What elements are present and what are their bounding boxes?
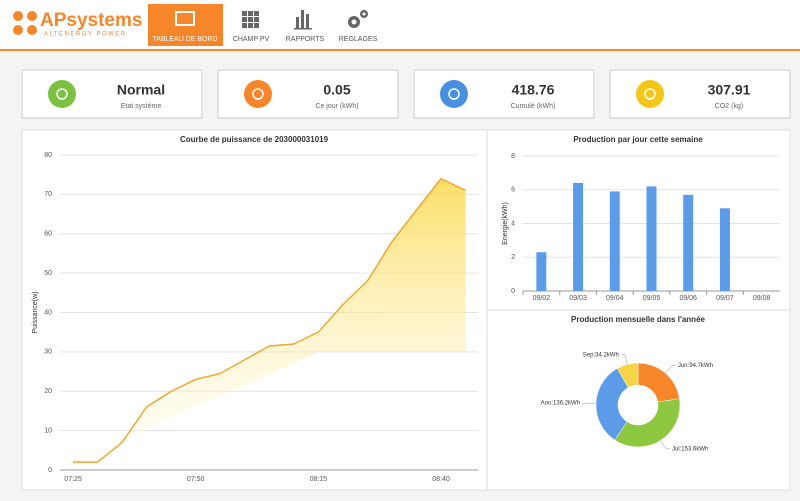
y-tick-label: 20 [44, 388, 52, 395]
chart-title: Courbe de puissance de 203000031019 [180, 135, 329, 144]
y-tick-label: 8 [511, 153, 515, 160]
card-icon [636, 80, 664, 108]
card-value: 418.76 [512, 82, 555, 98]
y-tick-label: 30 [44, 349, 52, 356]
card-value: 307.91 [708, 82, 751, 98]
y-tick-label: 60 [44, 231, 52, 238]
x-tick-label: 09/08 [753, 295, 771, 302]
bar [720, 208, 730, 291]
y-tick-label: 2 [511, 254, 515, 261]
logo-tagline: ALTENERGY POWER [44, 32, 127, 38]
nav-label[interactable]: REGLAGES [339, 36, 378, 43]
card-label: CO2 (kg) [715, 103, 743, 110]
y-tick-label: 6 [511, 187, 515, 194]
bar [683, 195, 693, 291]
card-icon [48, 80, 76, 108]
card-label: Cumulé (kWh) [511, 103, 556, 110]
y-tick-label: 0 [511, 288, 515, 295]
x-tick-label: 07:50 [187, 476, 205, 483]
y-axis-label: Puissance(w) [32, 291, 39, 333]
nav-icon [242, 11, 259, 28]
data-label: Aou:136.2kWh [541, 401, 580, 407]
x-tick-label: 07:25 [64, 476, 82, 483]
y-tick-label: 50 [44, 270, 52, 277]
data-label: Jul:153.6kWh [672, 446, 708, 452]
card-icon [440, 80, 468, 108]
x-tick-label: 09/06 [679, 295, 697, 302]
x-tick-label: 09/07 [716, 295, 734, 302]
y-tick-label: 80 [44, 152, 52, 159]
x-tick-label: 09/05 [643, 295, 661, 302]
y-tick-label: 4 [511, 220, 515, 227]
y-tick-label: 0 [48, 467, 52, 474]
x-tick-label: 09/04 [606, 295, 624, 302]
card-icon [244, 80, 272, 108]
card-value: Normal [117, 82, 165, 98]
y-tick-label: 10 [44, 427, 52, 434]
x-tick-label: 09/03 [569, 295, 587, 302]
x-tick-label: 08:15 [310, 476, 328, 483]
chart-title: Production mensuelle dans l'année [571, 315, 705, 324]
bar [610, 191, 620, 291]
y-tick-label: 70 [44, 191, 52, 198]
nav-label[interactable]: RAPPORTS [286, 36, 325, 43]
header-border [0, 49, 800, 51]
bar [536, 252, 546, 291]
data-label: Jun:94.7kWh [678, 363, 713, 369]
x-tick-label: 09/02 [533, 295, 551, 302]
y-axis-label: Energie(kWh) [502, 202, 509, 245]
chart-title: Production par jour cette semaine [573, 135, 703, 144]
bar [573, 183, 583, 291]
card-label: Etat système [121, 103, 162, 110]
x-tick-label: 08:40 [432, 476, 450, 483]
card-label: Ce jour (kWh) [315, 103, 358, 110]
y-tick-label: 40 [44, 309, 52, 316]
nav-label[interactable]: TABLEAU DE BORD [152, 36, 217, 43]
card-value: 0.05 [323, 82, 350, 98]
data-label: Sep:34.2kWh [583, 352, 619, 358]
logo-name: APsystems [40, 10, 142, 31]
bar [647, 186, 657, 291]
nav-label[interactable]: CHAMP PV [233, 36, 270, 43]
